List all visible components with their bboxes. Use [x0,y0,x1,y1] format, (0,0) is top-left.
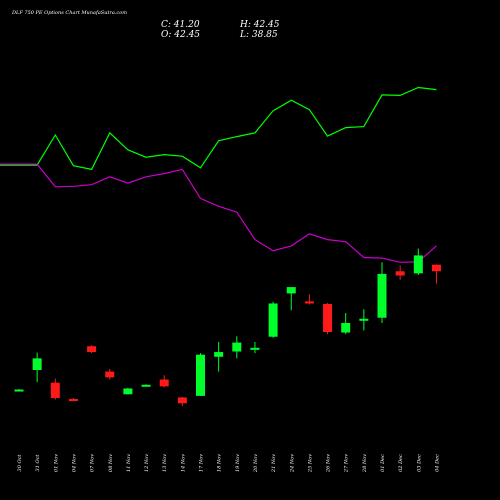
x-tick-label: 07 Nov [90,454,96,472]
candle-6 [105,368,115,380]
x-tick-label: 31 Oct [35,454,41,472]
x-tick-label: 12 Nov [144,454,150,472]
x-tick-label: 24 Nov [289,454,295,473]
candle-body [232,342,242,352]
x-tick-label: 14 Nov [180,454,186,472]
candle-14 [250,342,260,354]
x-tick-label: 03 Dec [416,454,422,472]
candle-4 [68,397,78,402]
x-tick-label: 26 Nov [326,454,332,473]
candle-1 [14,389,24,392]
x-tick-label: 04 Nov [71,454,77,472]
x-tick-label: 21 Nov [271,454,277,473]
candle-body [413,255,423,274]
x-tick-label: 25 Nov [307,454,313,473]
candle-11 [196,353,205,396]
candle-20 [359,309,369,331]
x-tick-label: 19 Nov [235,454,241,472]
candle-5 [87,345,97,354]
candle-body [395,271,405,276]
series-line-2 [0,163,437,263]
candle-body [159,379,169,387]
x-tick-label: 11 Nov [126,454,132,472]
x-tick-label: 13 Nov [162,454,168,472]
candle-body [32,358,42,370]
x-tick-label: 01 Dec [380,454,386,472]
candle-body [323,304,333,332]
candle-12 [214,342,224,372]
candle-19 [341,312,351,335]
candle-7 [123,387,133,395]
x-tick-label: 17 Nov [199,454,205,472]
candle-body [105,371,115,378]
x-tick-label: 28 Nov [362,454,368,473]
candle-17 [304,294,314,305]
x-tick-label: 01 Nov [53,454,59,472]
candle-15 [268,301,278,338]
close-price-label: C: 41.20 [161,20,200,30]
open-price-label: O: 42.45 [161,30,200,40]
x-tick-label: 08 Nov [108,454,114,472]
x-tick-label: 20 Nov [253,454,259,473]
x-axis-ticks: 30 Oct 31 Oct 01 Nov 04 Nov 07 Nov 08 Nov 11 N… [17,454,440,473]
x-tick-label: 18 Nov [217,454,223,472]
candle-body [250,347,260,350]
high-price-label: H: 42.45 [239,20,280,30]
candle-body [304,301,314,304]
candle-body [341,323,351,333]
candle-body [123,388,133,395]
candle-body [68,399,78,402]
candle-body [377,273,387,318]
x-tick-label: 27 Nov [344,454,350,473]
candle-body [214,352,224,357]
candle-2 [32,352,42,383]
candle-body [196,354,205,396]
series-line-1 [0,86,437,171]
candle-body [177,397,187,404]
candle-body [431,264,441,272]
low-price-label: L: 38.85 [239,30,278,40]
candle-body [286,287,296,294]
candle-3 [50,378,60,400]
candle-body [14,389,24,392]
candle-21 [377,262,387,324]
candle-8 [141,384,151,387]
candle-13 [232,336,242,359]
candles-group [14,248,441,406]
candle-24 [431,264,441,284]
candle-body [50,382,60,398]
candle-9 [159,375,169,388]
candle-body [87,346,97,353]
chart-title: DLF 750 PE Options Chart MunafaSutra.com [11,10,127,16]
candle-10 [177,396,187,406]
candle-22 [395,265,405,280]
candle-body [359,318,369,321]
x-tick-label: 02 Dec [398,454,404,472]
indicator-lines [0,86,437,263]
x-tick-label: 04 Dec [434,454,440,472]
x-tick-label: 30 Oct [17,454,23,472]
candle-23 [413,248,423,275]
candle-18 [323,302,333,335]
candle-body [268,303,278,337]
candle-16 [286,287,296,311]
candle-body [141,384,151,387]
